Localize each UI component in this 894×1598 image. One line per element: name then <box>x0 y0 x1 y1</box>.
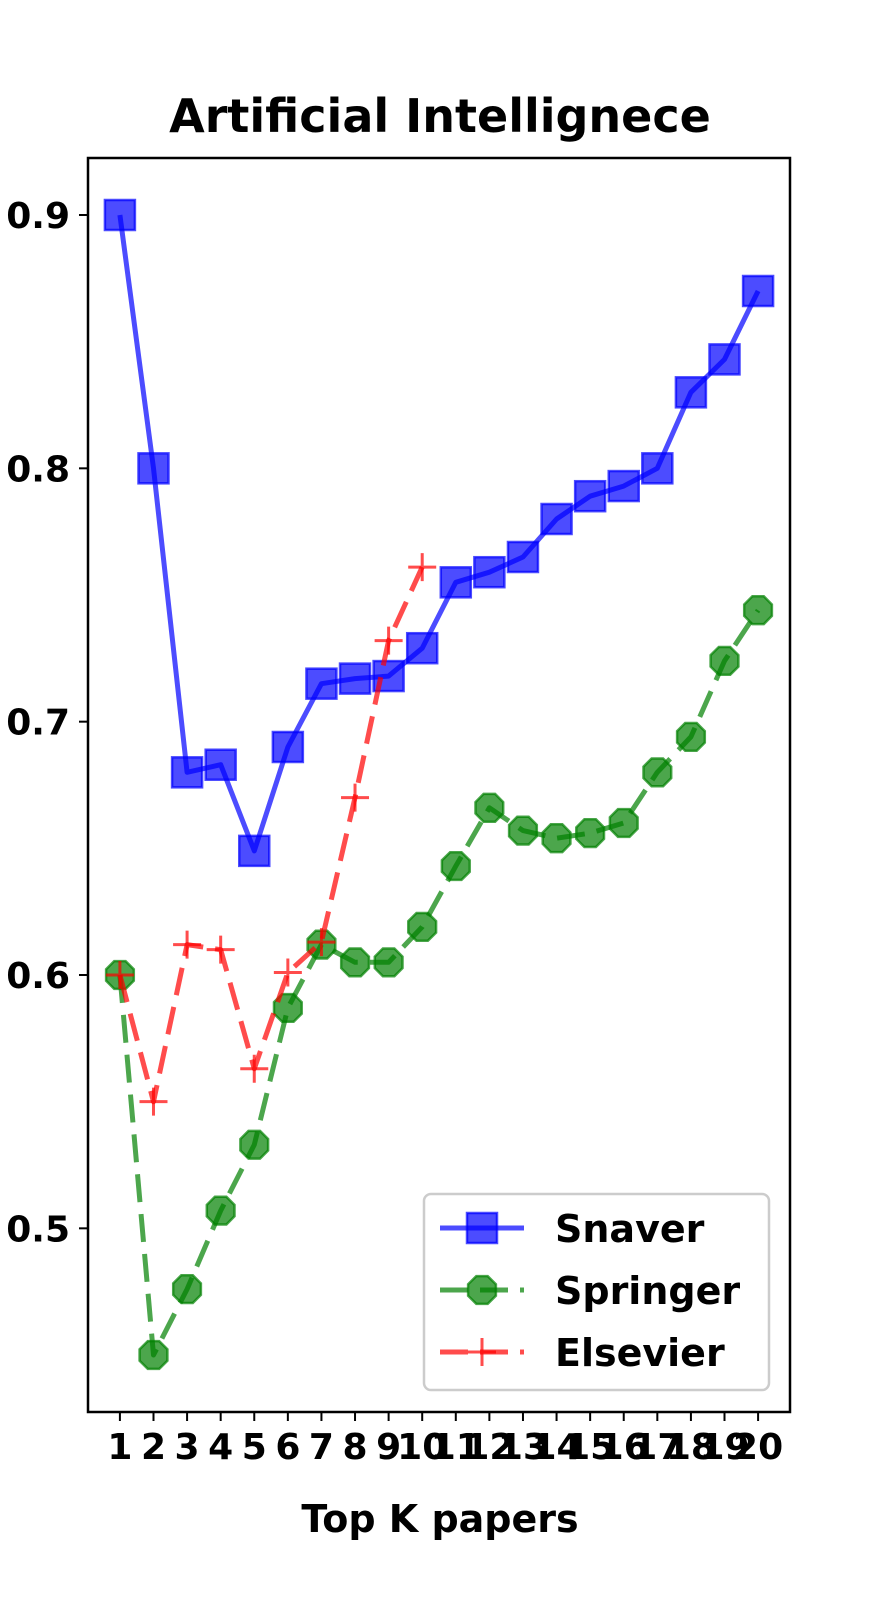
data-point-springer <box>272 992 303 1024</box>
data-point-springer <box>675 721 707 752</box>
legend-marker-snaver <box>465 1211 499 1245</box>
data-point-snaver <box>573 479 607 513</box>
chart-title: Artificial Intellignece <box>169 89 711 143</box>
data-point-snaver <box>204 748 237 781</box>
data-point-springer <box>507 815 539 846</box>
x-tick-label: 6 <box>275 1427 300 1468</box>
legend-box <box>422 1192 771 1392</box>
data-point-snaver <box>506 540 540 574</box>
y-tick-label: 0.6 <box>6 956 70 997</box>
legend-marker-springer <box>466 1274 498 1306</box>
data-point-springer <box>608 807 639 839</box>
data-point-elsevier <box>206 935 235 964</box>
x-tick-label: 4 <box>208 1427 233 1468</box>
data-point-snaver <box>305 667 338 700</box>
data-point-springer <box>407 911 438 942</box>
legend: Snaver Springer Elsevier <box>422 1192 771 1392</box>
legend-label-springer: Springer <box>555 1269 740 1313</box>
y-tick-label: 0.9 <box>6 196 70 237</box>
data-point-snaver <box>170 756 204 789</box>
x-tick-label: 2 <box>141 1427 166 1468</box>
data-point-elsevier <box>273 958 302 987</box>
series-line-elsevier <box>117 566 425 1105</box>
y-tick-label: 0.7 <box>6 703 70 744</box>
x-tick-label: 3 <box>175 1427 200 1468</box>
data-point-snaver <box>103 198 137 232</box>
data-point-springer <box>171 1274 203 1305</box>
data-point-snaver <box>674 376 708 409</box>
plot-frame <box>86 156 792 1414</box>
x-tick-label: 8 <box>342 1427 367 1468</box>
data-point-elsevier <box>105 961 134 989</box>
x-tick-label: 15 <box>565 1427 615 1468</box>
data-point-elsevier <box>374 626 403 655</box>
y-tick-label: 0.8 <box>6 449 70 490</box>
axes: 1 2 3 4 5 6 7 8 910111213141516171819200.50.60.7… <box>6 196 783 1468</box>
data-point-elsevier <box>139 1087 168 1116</box>
legend-marker-elsevier <box>468 1338 496 1366</box>
data-point-snaver <box>540 502 573 536</box>
x-tick-label: 5 <box>242 1427 267 1468</box>
data-point-snaver <box>607 469 640 503</box>
data-point-springer <box>474 792 505 823</box>
x-tick-label: 12 <box>464 1427 514 1468</box>
data-point-springer <box>742 595 774 626</box>
data-point-springer <box>709 645 740 676</box>
data-point-springer <box>440 850 471 882</box>
x-tick-label: 17 <box>632 1427 682 1468</box>
y-tick-label: 0.5 <box>6 1209 70 1250</box>
x-tick-label: 7 <box>309 1427 334 1468</box>
x-tick-label: 13 <box>498 1427 548 1468</box>
plot-area <box>103 198 775 1371</box>
legend-label-elsevier: Elsevier <box>555 1331 725 1375</box>
x-tick-label: 18 <box>666 1427 716 1468</box>
data-point-elsevier <box>240 1054 269 1083</box>
series-line-springer <box>117 608 761 1358</box>
x-tick-label: 9 <box>376 1427 401 1468</box>
data-point-springer <box>138 1339 169 1371</box>
x-tick-label: 20 <box>733 1427 783 1468</box>
x-tick-label: 11 <box>431 1427 481 1468</box>
data-point-snaver <box>741 274 775 308</box>
data-point-snaver <box>708 343 741 376</box>
x-tick-label: 1 <box>107 1427 132 1468</box>
x-axis-label: Top K papers <box>301 1497 578 1541</box>
data-point-snaver <box>338 662 372 695</box>
x-tick-label: 19 <box>699 1427 749 1468</box>
data-point-springer <box>541 823 572 854</box>
data-point-springer <box>239 1129 270 1160</box>
x-tick-label: 16 <box>599 1427 649 1468</box>
data-point-springer <box>575 818 606 849</box>
data-point-springer <box>642 757 673 788</box>
data-point-snaver <box>137 452 170 485</box>
data-point-elsevier <box>341 783 370 812</box>
x-tick-label: 10 <box>397 1427 447 1468</box>
data-point-springer <box>205 1195 236 1226</box>
data-point-snaver <box>405 631 439 665</box>
data-point-elsevier <box>173 930 202 959</box>
data-point-snaver <box>439 566 473 599</box>
legend-label-snaver: Snaver <box>555 1207 705 1251</box>
data-point-snaver <box>238 834 271 868</box>
data-point-springer <box>339 947 371 978</box>
data-point-snaver <box>271 730 305 764</box>
x-tick-label: 14 <box>532 1427 582 1468</box>
data-point-elsevier <box>307 928 336 957</box>
data-point-snaver <box>641 452 674 485</box>
data-point-elsevier <box>408 553 437 582</box>
data-point-springer <box>373 947 404 978</box>
data-point-snaver <box>473 555 506 589</box>
